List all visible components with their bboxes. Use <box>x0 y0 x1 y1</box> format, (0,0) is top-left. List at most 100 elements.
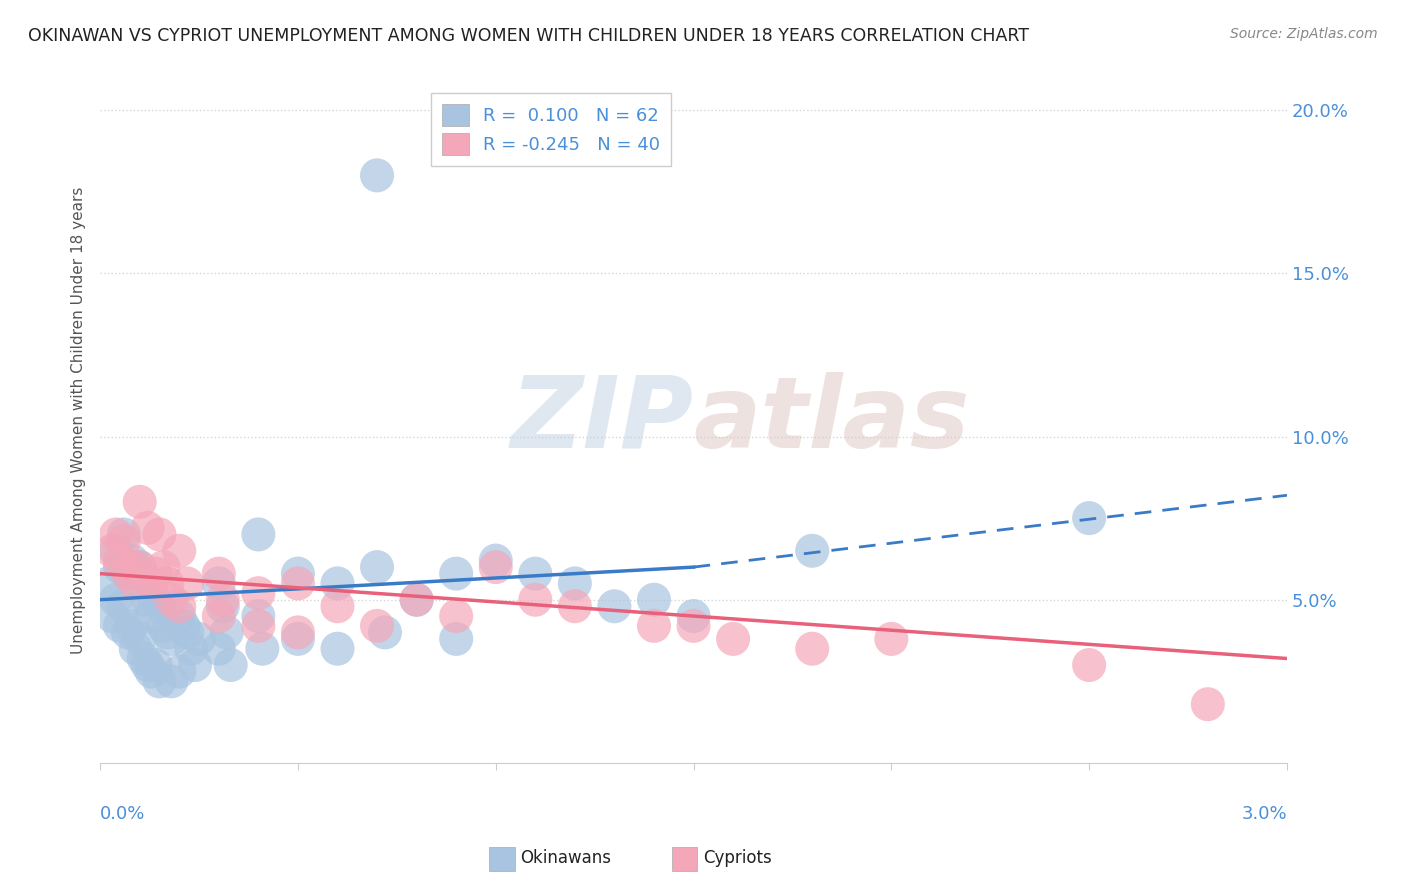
Point <box>121 553 143 567</box>
Point <box>176 625 198 640</box>
Point <box>247 586 270 600</box>
Point <box>247 619 270 633</box>
Point <box>880 632 903 646</box>
Point <box>97 576 120 591</box>
Point <box>112 527 135 541</box>
Point <box>524 566 547 581</box>
Text: atlas: atlas <box>693 372 970 468</box>
Point <box>287 576 309 591</box>
Point <box>444 566 467 581</box>
Point <box>208 576 231 591</box>
Point <box>167 599 190 614</box>
Point <box>104 527 127 541</box>
Point <box>485 560 508 574</box>
Point <box>132 576 155 591</box>
Point <box>117 566 139 581</box>
Point <box>208 641 231 656</box>
Legend: R =  0.100   N = 62, R = -0.245   N = 40: R = 0.100 N = 62, R = -0.245 N = 40 <box>432 94 671 166</box>
Y-axis label: Unemployment Among Women with Children Under 18 years: Unemployment Among Women with Children U… <box>72 186 86 654</box>
Point <box>211 599 233 614</box>
Point <box>128 560 150 574</box>
Point <box>141 609 163 624</box>
Point <box>366 619 388 633</box>
Point <box>117 625 139 640</box>
Text: 3.0%: 3.0% <box>1241 805 1286 823</box>
Point <box>444 632 467 646</box>
Point <box>101 609 124 624</box>
Point <box>172 619 194 633</box>
Point <box>145 592 167 607</box>
Point <box>287 566 309 581</box>
Point <box>145 566 167 581</box>
Point <box>405 592 427 607</box>
Point <box>801 641 824 656</box>
Point <box>1197 697 1219 711</box>
Point <box>188 632 211 646</box>
Point <box>117 566 139 581</box>
Point <box>219 658 242 673</box>
Point <box>366 169 388 183</box>
Point <box>112 599 135 614</box>
Point <box>148 527 170 541</box>
Point <box>176 576 198 591</box>
Point <box>444 609 467 624</box>
Point <box>167 543 190 558</box>
Point <box>108 553 131 567</box>
Point <box>167 665 190 679</box>
Point <box>374 625 396 640</box>
Point <box>643 619 665 633</box>
Point <box>682 619 704 633</box>
Text: Cypriots: Cypriots <box>703 849 772 867</box>
Point <box>125 566 148 581</box>
Point <box>180 641 202 656</box>
Point <box>247 609 270 624</box>
Point <box>326 599 349 614</box>
Text: OKINAWAN VS CYPRIOT UNEMPLOYMENT AMONG WOMEN WITH CHILDREN UNDER 18 YEARS CORREL: OKINAWAN VS CYPRIOT UNEMPLOYMENT AMONG W… <box>28 27 1029 45</box>
Point <box>141 665 163 679</box>
Point <box>208 566 231 581</box>
Point <box>125 576 148 591</box>
Point <box>326 576 349 591</box>
Point <box>366 560 388 574</box>
Point <box>108 619 131 633</box>
Point <box>132 651 155 665</box>
Point <box>208 609 231 624</box>
Point <box>247 527 270 541</box>
Point <box>128 495 150 509</box>
Point <box>104 543 127 558</box>
Point <box>145 658 167 673</box>
Point <box>125 641 148 656</box>
Point <box>121 560 143 574</box>
Point <box>152 619 174 633</box>
Point <box>1078 511 1101 525</box>
Point <box>801 543 824 558</box>
Point <box>121 619 143 633</box>
Point <box>564 576 586 591</box>
Point <box>287 625 309 640</box>
Point <box>215 625 238 640</box>
Point <box>141 576 163 591</box>
Point <box>405 592 427 607</box>
Point <box>524 592 547 607</box>
Point <box>148 674 170 689</box>
Point <box>326 641 349 656</box>
Point <box>108 560 131 574</box>
Point <box>156 576 179 591</box>
Text: 0.0%: 0.0% <box>100 805 145 823</box>
Point <box>184 658 207 673</box>
Point <box>287 632 309 646</box>
Point <box>485 553 508 567</box>
Point <box>167 609 190 624</box>
Point <box>148 599 170 614</box>
Point <box>136 592 159 607</box>
Point <box>564 599 586 614</box>
Point <box>152 560 174 574</box>
Point <box>156 625 179 640</box>
Text: Source: ZipAtlas.com: Source: ZipAtlas.com <box>1230 27 1378 41</box>
Point <box>682 609 704 624</box>
Point <box>603 599 626 614</box>
Point <box>101 543 124 558</box>
Point <box>252 641 274 656</box>
Point <box>128 560 150 574</box>
Point <box>104 592 127 607</box>
